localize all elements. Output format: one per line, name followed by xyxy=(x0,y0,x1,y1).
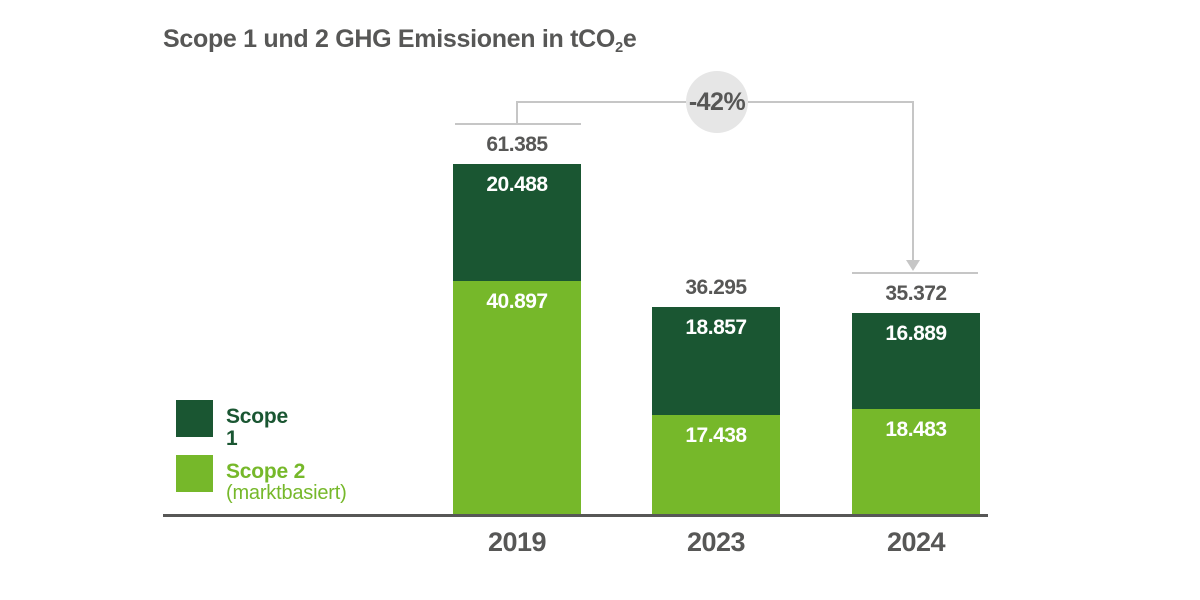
legend-item-scope1: Scope 1 xyxy=(176,400,288,450)
stacked-bar-2024: 16.889 18.483 xyxy=(852,313,980,514)
bar-segment-scope1-2023: 18.857 xyxy=(652,307,780,415)
legend-swatch-scope2 xyxy=(176,455,213,492)
segment-value-label: 20.488 xyxy=(486,173,548,196)
legend-label-scope2: Scope 2 xyxy=(226,460,306,483)
legend-label-scope1: Scope 1 xyxy=(226,405,289,451)
annotation-line-left xyxy=(516,101,688,103)
annotation-cap-line-2019 xyxy=(455,123,581,125)
chart-title: Scope 1 und 2 GHG Emissionen in tCO2e xyxy=(163,25,637,57)
bar-segment-scope2-2023: 17.438 xyxy=(652,415,780,514)
annotation-stub-line-2019 xyxy=(516,102,518,125)
x-axis-label-2024: 2024 xyxy=(886,527,946,557)
x-axis-line xyxy=(163,514,988,517)
stacked-bar-2019: 20.488 40.897 xyxy=(453,164,581,514)
x-axis-label-2019: 2019 xyxy=(487,527,547,557)
bar-segment-scope1-2019: 20.488 xyxy=(453,164,581,281)
total-label-2019: 61.385 xyxy=(486,133,548,156)
annotation-line-right xyxy=(746,101,914,103)
segment-value-label: 18.857 xyxy=(685,316,747,339)
annotation-arrow-head-icon xyxy=(906,260,920,271)
legend-swatch-scope1 xyxy=(176,400,213,437)
annotation-arrow-line xyxy=(912,101,914,261)
total-label-2024: 35.372 xyxy=(885,282,947,305)
legend-item-scope2: Scope 2 (marktbasiert) xyxy=(176,455,347,504)
segment-value-label: 40.897 xyxy=(486,290,548,313)
chart-title-main: Scope 1 und 2 GHG Emissionen in tCO xyxy=(163,25,616,53)
bar-segment-scope1-2024: 16.889 xyxy=(852,313,980,409)
annotation-cap-line-2024 xyxy=(852,272,978,274)
segment-value-label: 17.438 xyxy=(685,424,747,447)
bar-group-2019: 61.385 20.488 40.897 2019 xyxy=(453,133,581,557)
bar-segment-scope2-2024: 18.483 xyxy=(852,409,980,514)
total-label-2023: 36.295 xyxy=(685,276,747,299)
legend-sublabel-scope2: (marktbasiert) xyxy=(226,482,347,505)
x-axis-label-2023: 2023 xyxy=(686,527,746,557)
annotation-percent-label: -42% xyxy=(688,87,746,116)
annotation-percent-badge: -42% xyxy=(686,71,748,133)
chart-title-subscript: 2 xyxy=(615,40,623,57)
segment-value-label: 16.889 xyxy=(885,322,947,345)
stacked-bar-2023: 18.857 17.438 xyxy=(652,307,780,514)
bar-segment-scope2-2019: 40.897 xyxy=(453,281,581,514)
chart-title-end: e xyxy=(622,25,637,53)
segment-value-label: 18.483 xyxy=(885,418,947,441)
bar-group-2023: 36.295 18.857 17.438 2023 xyxy=(652,276,780,557)
bar-group-2024: 35.372 16.889 18.483 2024 xyxy=(852,282,980,557)
